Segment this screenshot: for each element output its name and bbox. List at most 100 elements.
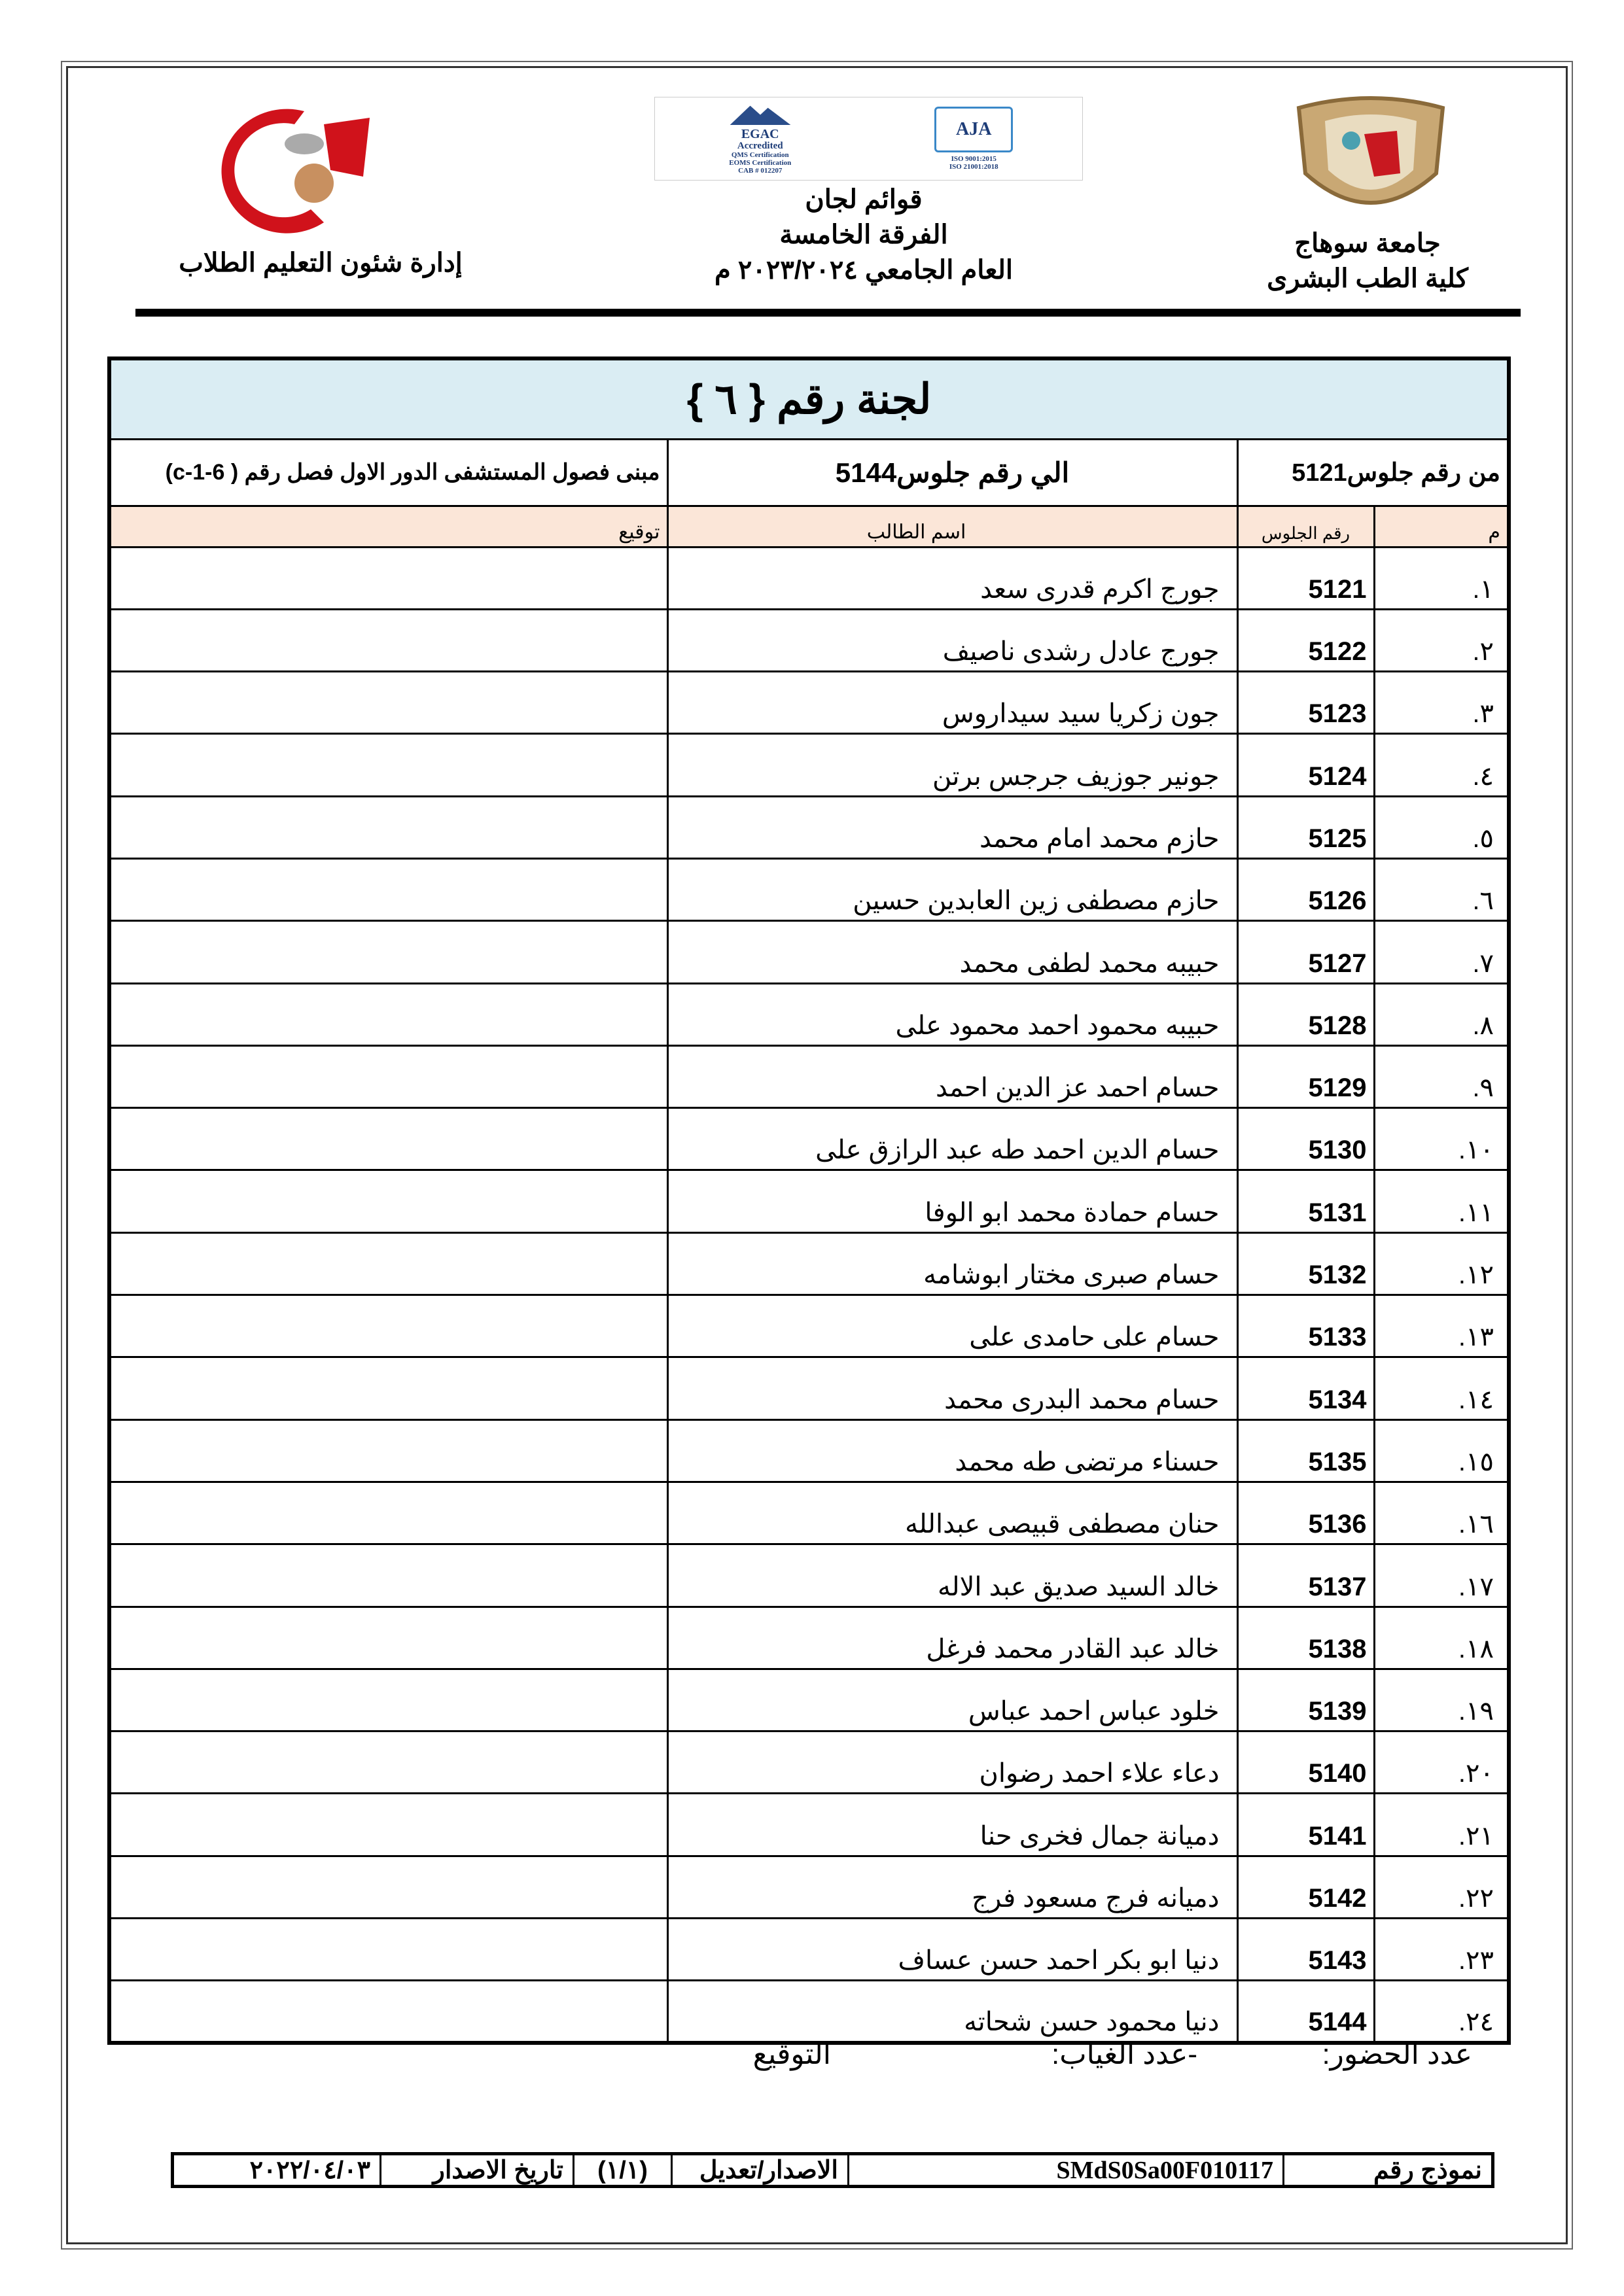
seat-number: 5128 — [1236, 982, 1375, 1047]
student-row: ١٦. 5136 حنان مصطفى قبيصى عبدالله — [108, 1480, 1510, 1546]
student-row: ١٩. 5139 خلود عباس احمد عباس — [108, 1667, 1510, 1733]
university-name: جامعة سوهاج — [1294, 229, 1441, 258]
mountain-icon — [730, 105, 791, 125]
seat-number: 5132 — [1236, 1231, 1375, 1296]
student-row: ٤. 5124 جونير جوزيف جرجس برتن — [108, 733, 1510, 797]
student-name: خالد السيد صديق عبد الاله — [666, 1543, 1239, 1608]
committee-table: لجنة رقم { ٦ } من رقم جلوس5121 الي رقم ج… — [107, 357, 1511, 2045]
seat-number: 5126 — [1236, 857, 1375, 922]
seat-number: 5134 — [1236, 1356, 1375, 1421]
seat-number: 5123 — [1236, 670, 1375, 735]
row-index: ٢٣. — [1373, 1917, 1510, 1982]
issue-date-label: تاريخ الاصدار — [380, 2153, 574, 2187]
signature-cell[interactable] — [108, 1792, 669, 1857]
seat-number: 5135 — [1236, 1418, 1375, 1483]
year-level: الفرقة الخامسة — [779, 220, 948, 249]
seat-number: 5137 — [1236, 1543, 1375, 1608]
student-row: ١. 5121 جورج اكرم قدرى سعد — [108, 546, 1510, 610]
signature-cell[interactable] — [108, 733, 669, 797]
row-index: ١٢. — [1373, 1231, 1510, 1296]
student-row: ٩. 5129 حسام احمد عز الدين احمد — [108, 1044, 1510, 1109]
signature-cell[interactable] — [108, 1418, 669, 1483]
student-row: ١٤. 5134 حسام محمد البدرى محمد — [108, 1356, 1510, 1421]
signature-cell[interactable] — [108, 1480, 669, 1546]
attendance-summary: عدد الحضور: -عدد الغياب: التوقيع — [589, 2038, 1472, 2071]
student-row: ١٣. 5133 حسام على حامدى على — [108, 1294, 1510, 1359]
signature-cell[interactable] — [108, 795, 669, 860]
aja-label: AJA — [934, 107, 1014, 152]
signature-cell[interactable] — [108, 1605, 669, 1670]
col-index: م — [1373, 504, 1510, 548]
signature-cell[interactable] — [108, 1169, 669, 1234]
row-index: ٩. — [1373, 1044, 1510, 1109]
iso-9001: ISO 9001:2015 — [951, 155, 997, 163]
page-border — [61, 61, 1573, 2250]
row-index: ٧. — [1373, 920, 1510, 984]
student-name: خالد عبد القادر محمد فرغل — [666, 1605, 1239, 1670]
student-name: جورج اكرم قدرى سعد — [666, 546, 1239, 610]
signature-cell[interactable] — [108, 1667, 669, 1733]
signature-cell[interactable] — [108, 1107, 669, 1172]
seat-number: 5141 — [1236, 1792, 1375, 1857]
seat-number: 5142 — [1236, 1854, 1375, 1920]
signature-cell[interactable] — [108, 546, 669, 610]
student-row: ٢٢. 5142 دميانه فرج مسعود فرج — [108, 1854, 1510, 1920]
signature-cell[interactable] — [108, 608, 669, 673]
supervisor-signature-label: التوقيع — [752, 2038, 831, 2070]
header-divider — [135, 309, 1521, 317]
version-label: الاصدار/تعديل — [671, 2153, 849, 2187]
seat-number: 5138 — [1236, 1605, 1375, 1670]
student-row: ٢٠. 5140 دعاء علاء احمد رضوان — [108, 1730, 1510, 1795]
document-title-block: قوائم لجان الفرقة الخامسة العام الجامعي … — [654, 182, 1073, 288]
signature-cell[interactable] — [108, 1044, 669, 1109]
student-name: حسام صبرى مختار ابوشامه — [666, 1231, 1239, 1296]
row-index: ١٥. — [1373, 1418, 1510, 1483]
signature-cell[interactable] — [108, 857, 669, 922]
student-name: حسام على حامدى على — [666, 1294, 1239, 1359]
seat-number: 5136 — [1236, 1480, 1375, 1546]
egac-label: EGAC — [741, 127, 779, 141]
signature-cell[interactable] — [108, 920, 669, 984]
student-name: دنيا ابو بكر احمد حسن عساف — [666, 1917, 1239, 1982]
row-index: ٤. — [1373, 733, 1510, 797]
row-index: ١. — [1373, 546, 1510, 610]
faculty-name: كلية الطب البشرى — [1267, 264, 1468, 293]
signature-cell[interactable] — [108, 982, 669, 1047]
student-affairs-dept: إدارة شئون التعليم الطلاب — [179, 249, 463, 277]
signature-cell[interactable] — [108, 1231, 669, 1296]
absence-count-label: -عدد الغياب: — [1051, 2038, 1197, 2070]
university-name-block: جامعة سوهاج كلية الطب البشرى — [1243, 226, 1492, 296]
version: (١/١) — [573, 2153, 673, 2187]
col-name: اسم الطالب — [666, 504, 1239, 548]
student-row: ٣. 5123 جون زكريا سيد سيداروس — [108, 670, 1510, 735]
row-index: ٣. — [1373, 670, 1510, 735]
student-name: حسام حمادة محمد ابو الوفا — [666, 1169, 1239, 1234]
seat-number: 5139 — [1236, 1667, 1375, 1733]
signature-cell[interactable] — [108, 1917, 669, 1982]
aja-logo: AJA ISO 9001:2015 ISO 21001:2018 — [934, 107, 1014, 171]
signature-cell[interactable] — [108, 1543, 669, 1608]
student-name: حسام محمد البدرى محمد — [666, 1356, 1239, 1421]
row-index: ٢٠. — [1373, 1730, 1510, 1795]
student-row: ١٧. 5137 خالد السيد صديق عبد الاله — [108, 1543, 1510, 1608]
signature-cell[interactable] — [108, 1356, 669, 1421]
university-seal-icon — [1296, 96, 1445, 205]
signature-cell[interactable] — [108, 1730, 669, 1795]
student-name: حبيبه محمد لطفى محمد — [666, 920, 1239, 984]
student-row: ٧. 5127 حبيبه محمد لطفى محمد — [108, 920, 1510, 984]
row-index: ١٤. — [1373, 1356, 1510, 1421]
row-index: ٢٢. — [1373, 1854, 1510, 1920]
student-row: ٢٣. 5143 دنيا ابو بكر احمد حسن عساف — [108, 1917, 1510, 1982]
row-index: ١٠. — [1373, 1107, 1510, 1172]
col-signature: توقيع — [108, 504, 669, 548]
student-name: حسناء مرتضى طه محمد — [666, 1418, 1239, 1483]
student-name: حسام احمد عز الدين احمد — [666, 1044, 1239, 1109]
student-name: حازم مصطفى زين العابدين حسين — [666, 857, 1239, 922]
signature-cell[interactable] — [108, 1294, 669, 1359]
signature-cell[interactable] — [108, 1854, 669, 1920]
seat-number: 5124 — [1236, 733, 1375, 797]
signature-cell[interactable] — [108, 670, 669, 735]
iso-21001: ISO 21001:2018 — [949, 163, 998, 171]
student-row: ١٠. 5130 حسام الدين احمد طه عبد الرازق على — [108, 1107, 1510, 1172]
signature-cell[interactable] — [108, 1979, 669, 2044]
